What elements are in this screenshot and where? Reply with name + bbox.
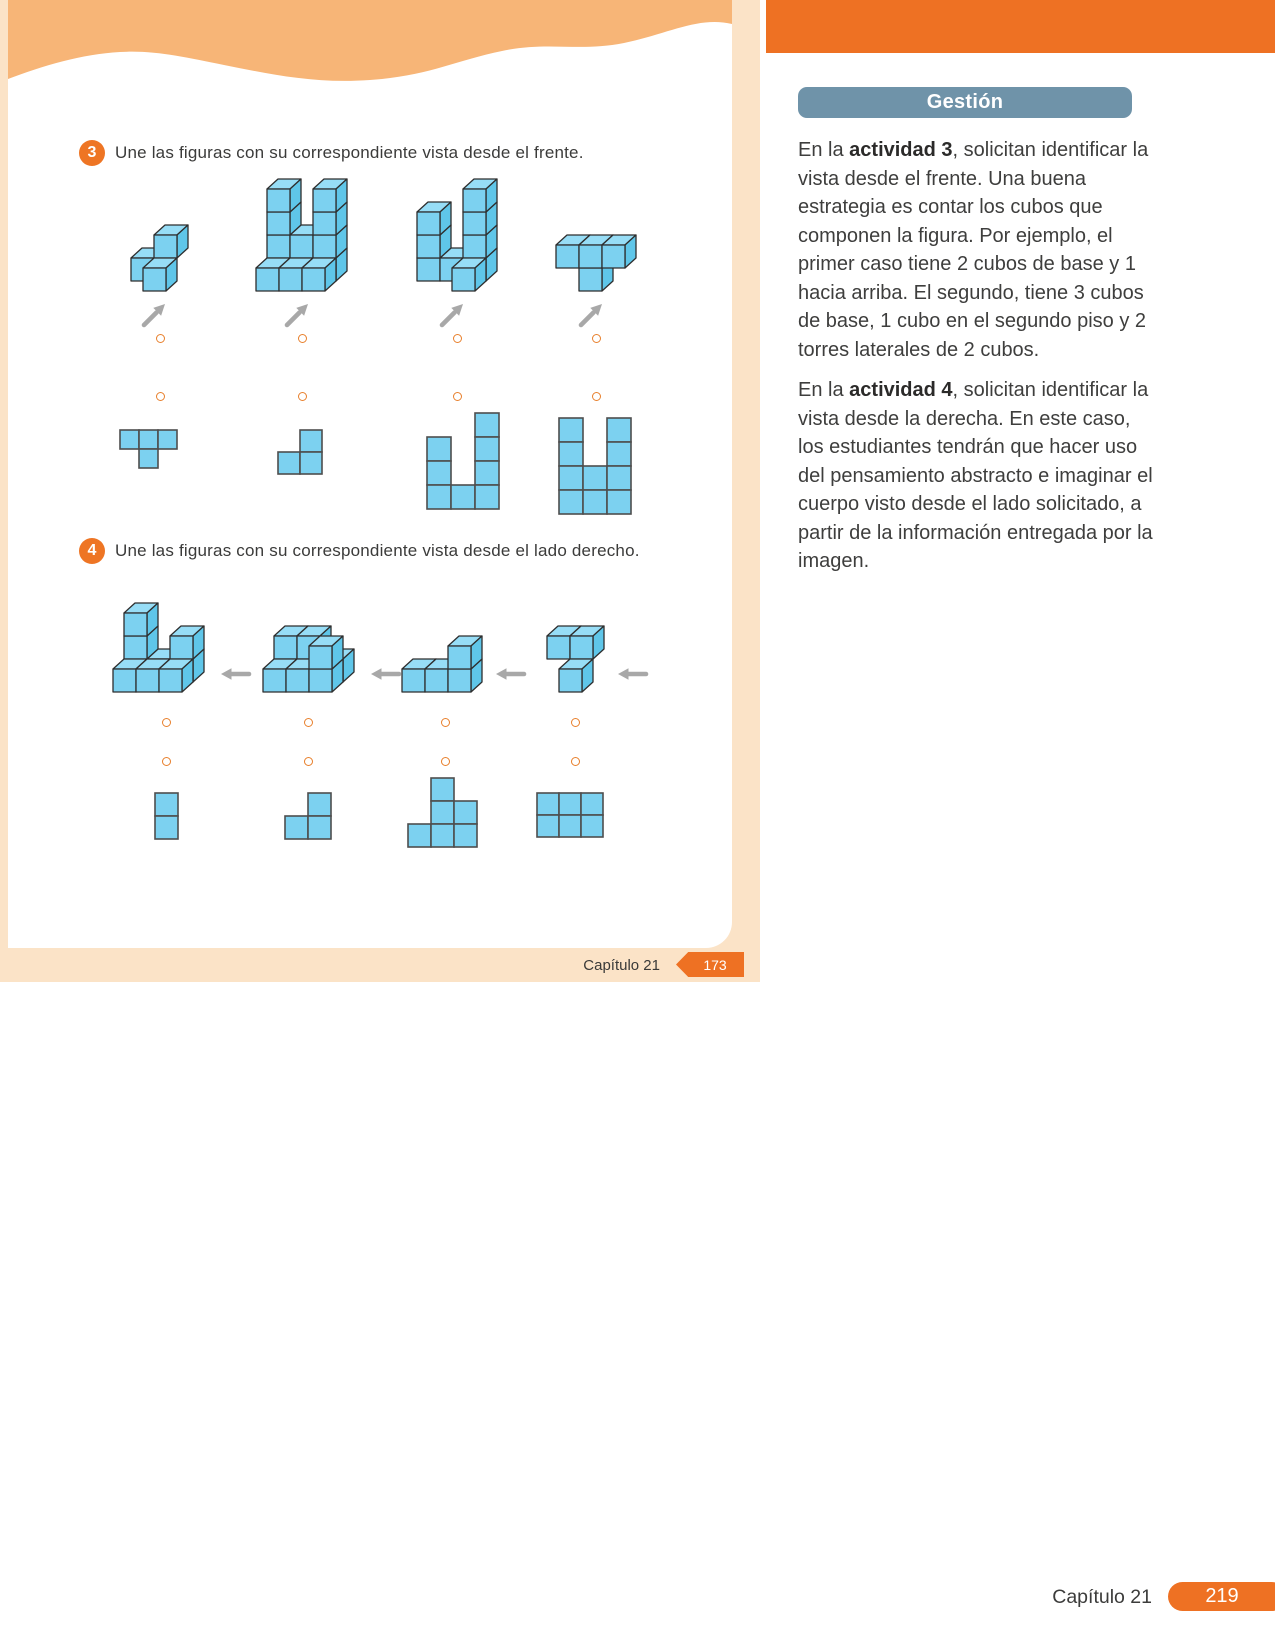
view-direction-arrow (221, 668, 252, 680)
flat-view-shape (558, 417, 632, 515)
cube-figure (261, 625, 355, 693)
page-footer-chapter: Capítulo 21 (583, 957, 660, 974)
decorative-wave-header (8, 0, 732, 81)
activity-3-instruction: Une las figuras con su correspondiente v… (115, 143, 584, 162)
sidebar-paragraph: En la actividad 3, solicitan identificar… (798, 139, 1149, 361)
activity-4-number-badge: 4 (79, 538, 105, 564)
document-footer-chapter: Capítulo 21 (1052, 1586, 1152, 1608)
answer-dot (297, 391, 307, 401)
document-page-number-pill: 219 (1168, 1582, 1275, 1611)
flat-view-shape (536, 792, 604, 838)
answer-dot (161, 717, 171, 727)
flat-view-shape (426, 412, 500, 510)
header-orange-bar (766, 0, 1275, 53)
section-header-gestion: Gestión (798, 87, 1132, 118)
answer-dot (570, 717, 580, 727)
answer-dot (452, 391, 462, 401)
cube-figure (254, 178, 348, 292)
flat-view-shape (284, 792, 332, 840)
sidebar-text-block: En la actividad 3, solicitan identificar… (798, 136, 1154, 588)
answer-dot (440, 756, 450, 766)
student-book-page: 3 Une las figuras con su correspondiente… (0, 0, 760, 982)
cube-figure (555, 234, 637, 292)
view-direction-arrow (284, 304, 308, 328)
answer-dot (440, 717, 450, 727)
document-page-number: 219 (1205, 1585, 1239, 1607)
activity-3-number-badge: 3 (79, 140, 105, 166)
page-content-area: 3 Une las figuras con su correspondiente… (8, 0, 732, 948)
page-number-badge: 173 (676, 952, 744, 977)
sidebar-paragraph: En la actividad 4, solicitan identificar… (798, 379, 1153, 572)
view-direction-arrow (618, 668, 649, 680)
cube-figure (545, 625, 605, 693)
cube-figure (401, 635, 483, 693)
flat-view-shape (153, 792, 179, 840)
view-direction-arrow (496, 668, 527, 680)
cube-figure (416, 178, 498, 292)
answer-dot (303, 717, 313, 727)
activity-4-instruction: Une las figuras con su correspondiente v… (115, 541, 640, 560)
cube-figure (129, 224, 189, 292)
answer-dot (591, 333, 601, 343)
view-direction-arrow (141, 304, 165, 328)
view-direction-arrow (439, 304, 463, 328)
cube-figure (111, 602, 205, 693)
answer-dot (591, 391, 601, 401)
flat-view-shape (118, 429, 178, 469)
answer-dot (452, 333, 462, 343)
view-direction-arrow (578, 304, 602, 328)
flat-view-shape (406, 777, 478, 848)
page-number: 173 (703, 956, 727, 973)
answer-dot (161, 756, 171, 766)
answer-dot (570, 756, 580, 766)
answer-dot (303, 756, 313, 766)
answer-dot (155, 391, 165, 401)
answer-dot (297, 333, 307, 343)
flat-view-shape (277, 429, 323, 475)
answer-dot (155, 333, 165, 343)
view-direction-arrow (371, 668, 402, 680)
